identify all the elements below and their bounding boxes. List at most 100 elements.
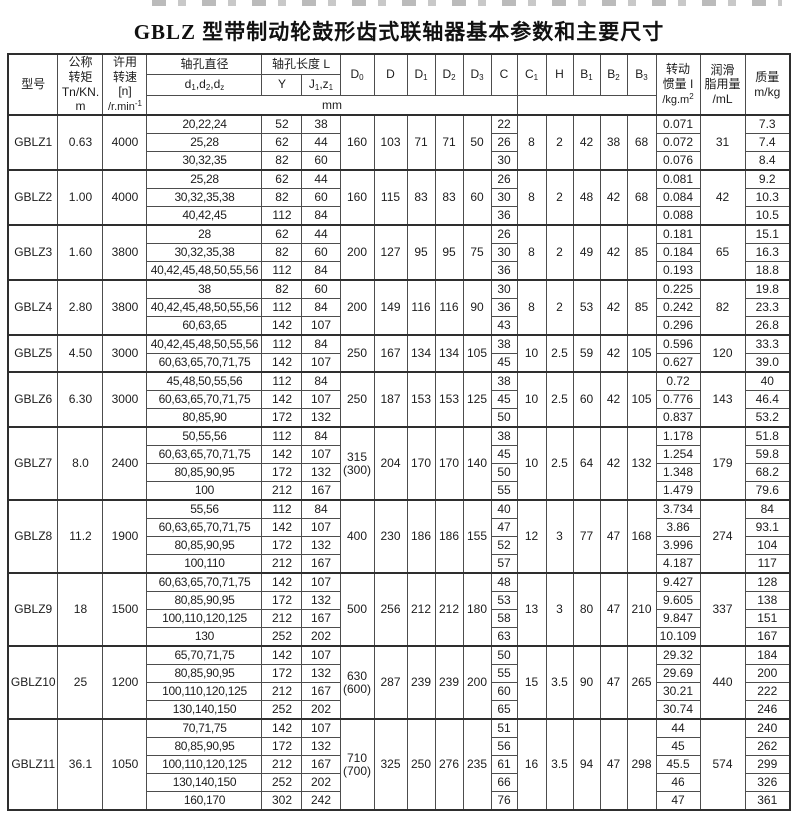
cell-inertia: 0.596 <box>655 334 701 355</box>
cell-bore-diameters: 60,63,65,70,71,75 <box>146 572 263 593</box>
cell-mass: 128 <box>744 572 791 593</box>
cell-mass: 93.1 <box>744 518 791 538</box>
cell-mass: 59.8 <box>744 445 791 465</box>
cell-c: 45 <box>490 353 518 373</box>
table-row: 100,110,120,125 212 167 60 30.21 222 <box>8 682 791 702</box>
cell-b2: 42 <box>599 334 628 373</box>
cell-model: GBLZ8 <box>7 499 59 574</box>
cell-inertia: 3.996 <box>655 536 701 556</box>
cell-d2: 276 <box>434 718 464 811</box>
header-inertia: 转动 惯量 I/kg.m2 <box>655 53 701 116</box>
header-col-d1: D1 <box>406 53 436 96</box>
header-mass: 质量 m/kg <box>744 53 791 116</box>
cell-length-y: 142 <box>261 572 303 593</box>
cell-length-j: 84 <box>301 334 341 355</box>
cell-b3: 265 <box>626 645 657 720</box>
cell-c1: 16 <box>516 718 547 811</box>
page-title: GBLZ 型带制动轮鼓形齿式联轴器基本参数和主要尺寸 <box>133 20 665 44</box>
cell-allowable-speed: 3000 <box>102 371 148 428</box>
cell-allowable-speed: 3800 <box>102 279 148 336</box>
cell-d: 103 <box>373 114 408 171</box>
cell-length-y: 252 <box>261 627 303 647</box>
table-row: 80,85,90,95 172 132 50 1.348 68.2 <box>8 463 791 483</box>
cell-d3: 235 <box>462 718 492 811</box>
cell-d: 287 <box>373 645 408 720</box>
cell-h: 2.5 <box>545 371 574 428</box>
cell-b1: 64 <box>572 426 601 501</box>
cell-length-j: 132 <box>301 664 341 684</box>
cell-c: 58 <box>490 609 518 629</box>
header-col-h: H <box>545 53 574 96</box>
cell-d: 115 <box>373 169 408 226</box>
cell-length-j: 60 <box>301 243 341 263</box>
cell-inertia: 45.5 <box>655 755 701 775</box>
table-row: 30,32,35,38 82 60 30 0.184 16.3 <box>8 243 791 263</box>
cell-length-y: 212 <box>261 481 303 501</box>
cell-b2: 42 <box>599 371 628 428</box>
cell-h: 2 <box>545 114 574 171</box>
cell-bore-diameters: 30,32,35,38 <box>146 188 263 208</box>
table-row: 40,42,45 112 84 36 0.088 10.5 <box>8 206 791 226</box>
cell-length-y: 112 <box>261 261 303 281</box>
cell-length-j: 60 <box>301 188 341 208</box>
cell-length-y: 172 <box>261 737 303 757</box>
cell-mass: 10.5 <box>744 206 791 226</box>
cell-mass: 299 <box>744 755 791 775</box>
cell-bore-diameters: 40,42,45 <box>146 206 263 226</box>
cell-allowable-speed: 2400 <box>102 426 148 501</box>
cell-inertia: 9.605 <box>655 591 701 611</box>
cell-bore-diameters: 25,28 <box>146 169 263 190</box>
cell-length-y: 172 <box>261 664 303 684</box>
cell-c: 30 <box>490 243 518 263</box>
cell-h: 2 <box>545 224 574 281</box>
table-row: 130 252 202 63 10.109 167 <box>8 627 791 647</box>
cell-b2: 47 <box>599 572 628 647</box>
cell-bore-diameters: 80,85,90,95 <box>146 664 263 684</box>
cell-c: 50 <box>490 645 518 666</box>
clipped-text-remnant <box>152 0 782 6</box>
cell-mass: 200 <box>744 664 791 684</box>
cell-c1: 8 <box>516 114 547 171</box>
cell-c: 55 <box>490 481 518 501</box>
cell-length-y: 62 <box>261 224 303 245</box>
cell-d: 187 <box>373 371 408 428</box>
cell-d2: 95 <box>434 224 464 281</box>
cell-c: 26 <box>490 133 518 153</box>
cell-c: 30 <box>490 279 518 300</box>
cell-bore-diameters: 80,85,90,95 <box>146 591 263 611</box>
table-row: 160,170 302 242 76 47 361 <box>8 791 791 811</box>
cell-c: 63 <box>490 627 518 647</box>
cell-bore-diameters: 160,170 <box>146 791 263 811</box>
cell-d0: 250 <box>339 371 375 428</box>
cell-grease: 574 <box>699 718 746 811</box>
cell-inertia: 0.076 <box>655 151 701 171</box>
cell-bore-diameters: 20,22,24 <box>146 114 263 135</box>
cell-c1: 8 <box>516 279 547 336</box>
cell-length-j: 167 <box>301 481 341 501</box>
cell-d2: 170 <box>434 426 464 501</box>
cell-inertia: 46 <box>655 773 701 793</box>
cell-nominal-torque: 18 <box>57 572 104 647</box>
cell-bore-diameters: 38 <box>146 279 263 300</box>
cell-mass: 33.3 <box>744 334 791 355</box>
cell-c: 45 <box>490 390 518 410</box>
cell-length-y: 112 <box>261 334 303 355</box>
cell-inertia: 1.479 <box>655 481 701 501</box>
cell-inertia: 0.088 <box>655 206 701 226</box>
table-row: 25,28 62 44 26 0.072 7.4 <box>8 133 791 153</box>
cell-c: 38 <box>490 426 518 447</box>
cell-c: 60 <box>490 682 518 702</box>
cell-length-y: 112 <box>261 499 303 520</box>
cell-c1: 10 <box>516 371 547 428</box>
cell-bore-diameters: 130,140,150 <box>146 773 263 793</box>
cell-mass: 46.4 <box>744 390 791 410</box>
cell-mass: 51.8 <box>744 426 791 447</box>
cell-length-j: 167 <box>301 682 341 702</box>
cell-c: 52 <box>490 536 518 556</box>
header-col-d2: D2 <box>434 53 464 96</box>
cell-h: 2 <box>545 169 574 226</box>
cell-length-y: 142 <box>261 353 303 373</box>
cell-d2: 134 <box>434 334 464 373</box>
cell-c: 61 <box>490 755 518 775</box>
cell-bore-diameters: 100,110 <box>146 554 263 574</box>
